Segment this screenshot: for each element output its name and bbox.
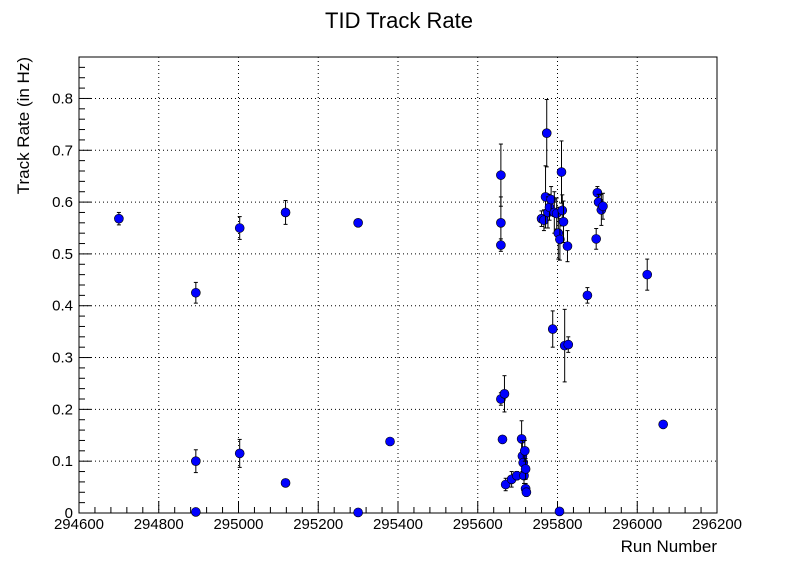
data-point <box>541 128 552 138</box>
data-point <box>556 167 567 177</box>
data-point <box>280 207 291 218</box>
data-point <box>191 287 201 298</box>
data-point <box>598 201 608 212</box>
axis-ticks <box>78 66 718 514</box>
y-tick-label: 0.5 <box>52 246 73 263</box>
data-point <box>658 419 668 430</box>
data-point <box>520 446 530 456</box>
x-tick-label: 295800 <box>532 516 582 533</box>
x-tick-label: 296000 <box>612 516 662 533</box>
y-tick-label: 0.4 <box>52 298 73 315</box>
x-tick-label: 294800 <box>134 516 184 533</box>
y-tick-label: 0.3 <box>52 350 73 367</box>
data-point <box>499 389 510 399</box>
data-point <box>642 269 653 280</box>
y-axis-title: Track Rate (in Hz) <box>14 57 33 194</box>
x-tick-label: 295200 <box>293 516 343 533</box>
chart-title: TID Track Rate <box>325 8 473 33</box>
data-point <box>582 290 593 301</box>
data-point <box>516 434 527 444</box>
data-point <box>546 194 556 205</box>
data-point <box>280 478 291 488</box>
data-point <box>555 234 565 245</box>
data-point <box>562 241 573 251</box>
y-tick-label: 0.7 <box>52 142 73 159</box>
data-point <box>234 223 245 233</box>
data-point <box>353 507 363 518</box>
data-point <box>521 487 532 498</box>
data-point <box>385 436 395 447</box>
x-tick-label: 296200 <box>692 516 742 533</box>
data-point <box>592 187 603 198</box>
data-point <box>554 506 565 517</box>
data-point <box>591 234 601 244</box>
data-point <box>191 456 201 466</box>
data-point <box>557 205 568 216</box>
data-point <box>234 448 245 459</box>
x-axis-title: Run Number <box>621 537 718 556</box>
tick-labels: 294600 294800 295000 295200 295400 295600 2958… <box>52 90 742 533</box>
y-tick-label: 0.8 <box>52 90 73 107</box>
data-point <box>353 218 363 228</box>
data-point <box>547 324 558 334</box>
data-point <box>496 240 506 250</box>
y-tick-label: 0.2 <box>52 401 73 418</box>
y-tick-label: 0 <box>65 505 73 522</box>
data-point <box>563 339 574 350</box>
data-point <box>520 464 531 474</box>
x-tick-label: 295400 <box>373 516 423 533</box>
data-point <box>496 170 506 180</box>
data-point <box>496 218 506 228</box>
x-tick-label: 294600 <box>54 516 104 533</box>
x-tick-label: 295600 <box>453 516 503 533</box>
data-point <box>191 507 201 517</box>
data-point <box>114 213 124 224</box>
data-points <box>114 98 668 518</box>
data-point <box>497 434 508 445</box>
grid <box>79 57 717 513</box>
data-point <box>558 216 569 227</box>
y-tick-label: 0.1 <box>52 453 73 470</box>
x-tick-label: 295000 <box>213 516 263 533</box>
y-tick-label: 0.6 <box>52 194 73 211</box>
